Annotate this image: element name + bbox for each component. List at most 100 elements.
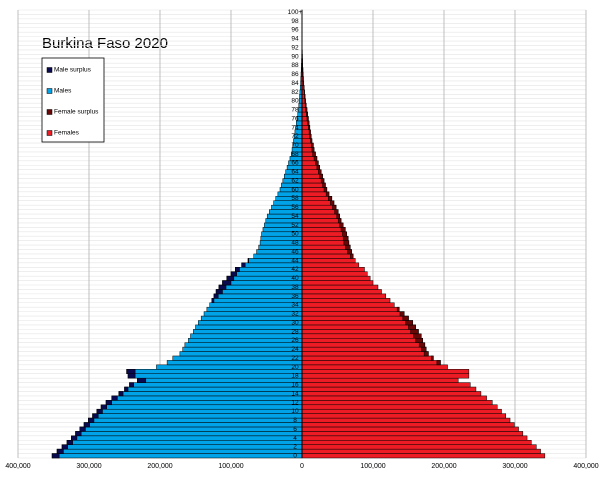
female-surplus: [413, 333, 422, 339]
female-bar: [301, 218, 342, 224]
male-surplus: [61, 444, 68, 450]
male-surplus: [129, 382, 134, 388]
male-surplus: [211, 298, 215, 304]
male-bar: [156, 364, 303, 370]
male-surplus: [215, 289, 223, 295]
female-bar: [301, 369, 470, 374]
female-surplus: [337, 218, 342, 224]
male-bar: [111, 395, 303, 401]
female-surplus: [330, 200, 335, 206]
female-surplus: [402, 315, 409, 321]
female-bar: [301, 413, 507, 419]
female-surplus: [332, 204, 337, 210]
y-tick-label: 66: [291, 160, 299, 167]
female-bar: [301, 382, 471, 388]
female-bar: [301, 315, 409, 321]
female-bar: [301, 351, 429, 357]
male-surplus: [105, 400, 112, 406]
male-bar: [203, 311, 303, 317]
female-bar: [301, 435, 528, 441]
y-tick-label: 2: [293, 444, 297, 451]
female-surplus: [339, 222, 344, 228]
female-bar: [301, 333, 422, 339]
female-bar: [301, 258, 356, 264]
male-bar: [100, 404, 303, 410]
male-bar: [137, 377, 303, 383]
male-bar: [129, 382, 303, 388]
female-surplus: [318, 169, 322, 175]
female-surplus: [342, 235, 349, 241]
female-surplus: [328, 196, 333, 201]
y-tick-label: 80: [291, 98, 299, 105]
x-tick-label: 400,000: [5, 463, 30, 470]
female-bar: [301, 302, 395, 308]
female-bar: [301, 182, 326, 188]
male-bar: [66, 440, 303, 445]
y-tick-label: 52: [291, 222, 299, 229]
female-bar: [301, 444, 537, 450]
y-tick-label: 26: [291, 337, 299, 344]
legend: Male surplus Males Female surplus Females: [41, 57, 105, 143]
x-tick-label: 200,000: [147, 463, 172, 470]
female-bar: [301, 200, 335, 206]
female-surplus: [315, 160, 319, 166]
male-bar: [200, 315, 303, 321]
y-tick-label: 40: [291, 275, 299, 282]
y-tick-label: 94: [291, 36, 299, 43]
female-surplus: [340, 227, 346, 233]
female-bar: [301, 337, 423, 343]
y-tick-label: 42: [291, 266, 299, 273]
x-tick-label: 300,000: [502, 463, 527, 470]
female-surplus: [410, 329, 419, 335]
female-surplus: [316, 164, 321, 170]
y-tick-label: 44: [291, 257, 299, 264]
male-surplus: [127, 373, 136, 379]
legend-box: [41, 57, 105, 143]
female-surplus: [430, 355, 434, 361]
male-surplus: [230, 271, 237, 277]
female-bar: [301, 267, 365, 272]
legend-swatch: [46, 67, 53, 73]
male-surplus: [222, 280, 232, 286]
female-surplus: [306, 116, 309, 122]
y-tick-label: 24: [291, 346, 299, 353]
y-tick-label: 12: [291, 399, 299, 406]
female-surplus: [350, 253, 354, 259]
male-bar: [206, 306, 303, 312]
female-bar: [301, 355, 434, 361]
female-bar: [301, 178, 325, 184]
male-bar: [71, 435, 303, 441]
female-surplus: [310, 138, 313, 144]
female-surplus: [423, 351, 429, 357]
y-tick-label: 36: [291, 293, 299, 300]
male-bar: [213, 293, 303, 299]
y-tick-label: 54: [291, 213, 299, 220]
female-surplus: [307, 120, 310, 126]
male-surplus: [56, 448, 64, 454]
y-tick-label: 18: [291, 373, 299, 380]
y-tick-label: 4: [293, 435, 297, 442]
female-surplus: [396, 306, 400, 312]
female-surplus: [408, 324, 416, 330]
x-tick-label: 200,000: [431, 463, 456, 470]
y-tick-label: 90: [291, 53, 299, 60]
y-tick-label: 74: [291, 124, 299, 131]
female-surplus: [325, 191, 330, 197]
male-surplus: [66, 440, 73, 445]
male-bar: [172, 355, 303, 361]
female-surplus: [313, 156, 318, 162]
female-surplus: [421, 346, 427, 352]
female-surplus: [304, 94, 306, 99]
female-bar: [301, 306, 400, 312]
male-surplus: [92, 413, 99, 419]
female-surplus: [305, 107, 308, 113]
y-tick-label: 20: [291, 364, 299, 371]
female-bar: [301, 249, 352, 255]
y-tick-label: 76: [291, 115, 299, 122]
y-tick-label: 50: [291, 231, 299, 238]
female-bar: [301, 187, 328, 193]
male-bar: [83, 422, 303, 428]
male-bar: [96, 408, 303, 414]
male-surplus: [75, 431, 82, 437]
legend-swatch: [46, 88, 53, 94]
